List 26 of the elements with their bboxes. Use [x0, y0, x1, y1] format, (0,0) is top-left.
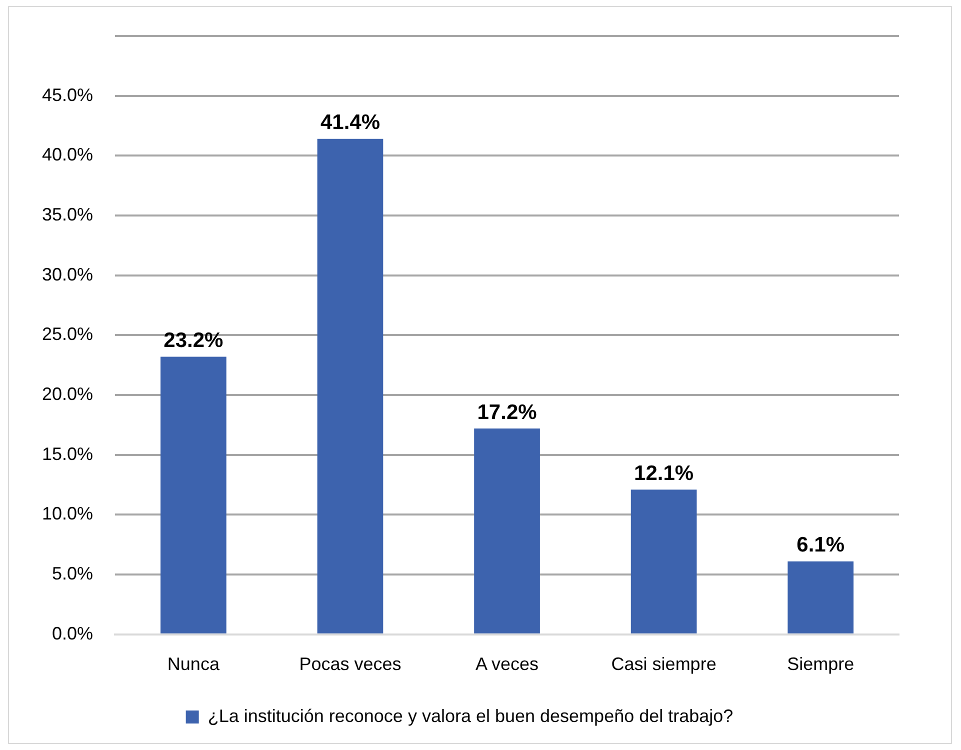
bar: [160, 356, 226, 634]
y-tick-label: 25.0%: [42, 324, 94, 344]
legend-label: ¿La institución reconoce y valora el buen desempeño del trabajo?: [208, 706, 734, 726]
y-tick-label: 0.0%: [52, 623, 94, 644]
data-label: 17.2%: [477, 400, 538, 424]
data-label: 12.1%: [634, 462, 694, 485]
x-tick-label: Nunca: [167, 654, 220, 674]
y-tick-label: 15.0%: [42, 444, 94, 464]
bar: [474, 428, 540, 634]
bar: [788, 561, 854, 634]
data-label: 23.2%: [164, 329, 224, 352]
data-label: 41.4%: [320, 111, 380, 134]
data-label: 6.1%: [796, 534, 845, 557]
bar: [630, 490, 697, 634]
x-tick-label: Casi siempre: [611, 654, 716, 674]
y-tick-label: 40.0%: [42, 144, 94, 165]
x-tick-label: Pocas veces: [299, 654, 402, 674]
y-tick-label: 30.0%: [42, 264, 94, 284]
x-tick-label: A veces: [475, 654, 539, 674]
y-tick-label: 10.0%: [42, 504, 94, 524]
y-tick-label: 5.0%: [52, 564, 94, 584]
bar: [317, 138, 384, 634]
x-tick-label: Siempre: [787, 654, 854, 674]
y-tick-label: 35.0%: [42, 204, 94, 224]
y-tick-label: 20.0%: [42, 384, 94, 404]
y-tick-label: 45.0%: [42, 84, 94, 105]
